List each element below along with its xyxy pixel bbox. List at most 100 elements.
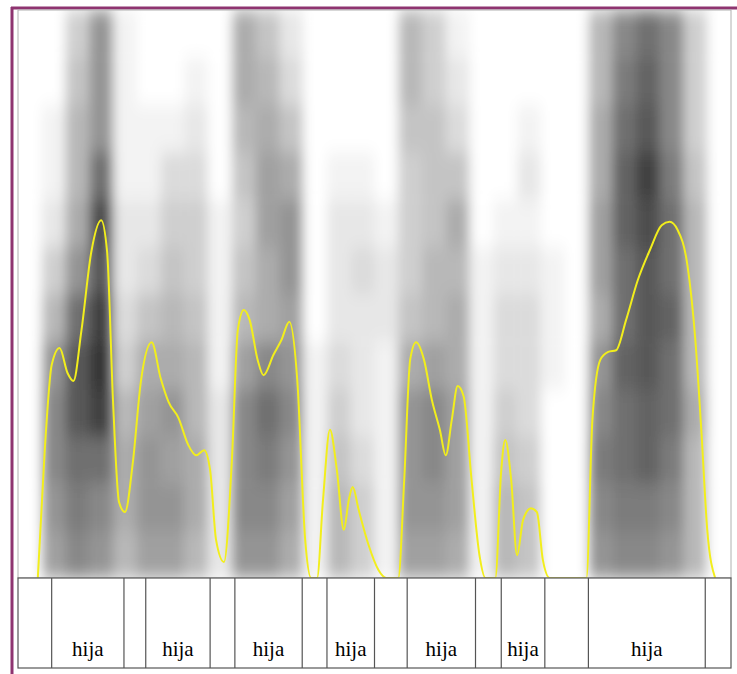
tier-label: hija	[72, 637, 104, 661]
spectrogram-cell	[184, 294, 208, 342]
spectrogram-cell	[66, 389, 90, 437]
tier-boundary	[588, 578, 589, 668]
spectrogram-cell	[446, 10, 470, 58]
plot-frame	[18, 10, 731, 578]
spectrogram-cell	[660, 247, 684, 295]
tier-boundary	[326, 578, 327, 668]
spectrogram-cell	[565, 199, 589, 247]
spectrogram-cell	[493, 247, 517, 295]
spectrogram-cell	[493, 152, 517, 200]
spectrogram-cell	[66, 152, 90, 200]
spectrogram-cell	[303, 294, 327, 342]
spectrogram-cell	[137, 57, 161, 105]
spectrogram-cell	[184, 57, 208, 105]
spectrogram-cell	[636, 294, 660, 342]
spectrogram-cell	[660, 341, 684, 389]
spectrogram-cell	[398, 199, 422, 247]
spectrogram-cell	[208, 247, 232, 295]
spectrogram-cell	[517, 199, 541, 247]
spectrogram-cell	[588, 57, 612, 105]
spectrogram-cell	[113, 483, 137, 531]
spectrogram-cell	[398, 105, 422, 153]
spectrogram-cell	[588, 152, 612, 200]
spectrogram-cell	[541, 105, 565, 153]
spectrogram-cell	[398, 436, 422, 484]
tier-boundary	[51, 578, 52, 668]
spectrogram-cell	[18, 152, 42, 200]
spectrogram-cell	[422, 105, 446, 153]
spectrogram-cell	[327, 152, 351, 200]
spectrogram-cell	[66, 531, 90, 578]
spectrogram-cell	[517, 483, 541, 531]
spectrogram-cell	[683, 105, 707, 153]
spectrogram-cell	[588, 341, 612, 389]
spectrogram-cell	[493, 436, 517, 484]
spectrogram-cell	[470, 389, 494, 437]
spectrogram-cell	[565, 531, 589, 578]
spectrogram-cell	[683, 247, 707, 295]
spectrogram-cell	[683, 389, 707, 437]
window-border	[11, 7, 14, 674]
spectrogram-cell	[161, 105, 185, 153]
spectrogram-cell	[683, 57, 707, 105]
spectrogram-cell	[161, 483, 185, 531]
spectrogram-cell	[612, 10, 636, 58]
tier-boundary	[475, 578, 476, 668]
spectrogram-cell	[636, 105, 660, 153]
spectrogram-cell	[588, 247, 612, 295]
spectrogram-cell	[493, 294, 517, 342]
spectrogram-cell	[161, 57, 185, 105]
spectrogram-cell	[493, 341, 517, 389]
tier-boundary	[302, 578, 303, 668]
spectrogram-cell	[612, 247, 636, 295]
spectrogram-cell	[66, 105, 90, 153]
spectrogram-cell	[113, 10, 137, 58]
spectrogram-cell	[612, 389, 636, 437]
spectrogram-cell	[612, 483, 636, 531]
spectrogram-cell	[493, 10, 517, 58]
spectrogram-cell	[422, 57, 446, 105]
spectrogram-cell	[707, 105, 731, 153]
spectrogram-cell	[541, 436, 565, 484]
spectrogram-cell	[137, 105, 161, 153]
spectrogram-cell	[636, 57, 660, 105]
spectrogram-cell	[66, 436, 90, 484]
spectrogram-cell	[42, 247, 66, 295]
spectrogram-cell	[517, 152, 541, 200]
spectrogram-cell	[375, 294, 399, 342]
spectrogram-cell	[541, 10, 565, 58]
spectrogram-cell	[636, 152, 660, 200]
window-border	[11, 7, 737, 10]
spectrogram-cell	[660, 105, 684, 153]
spectrogram-cell	[89, 341, 113, 389]
tier-boundary	[501, 578, 502, 668]
spectrogram-cell	[303, 247, 327, 295]
spectrogram-cell	[541, 247, 565, 295]
tier-label: hija	[253, 637, 285, 661]
spectrogram-cell	[279, 152, 303, 200]
spectrogram-cell	[256, 199, 280, 247]
spectrogram-cell	[612, 341, 636, 389]
plot-area	[18, 10, 731, 578]
tier-label: hija	[631, 637, 663, 661]
spectrogram-cell	[422, 483, 446, 531]
spectrogram-cell	[565, 294, 589, 342]
spectrogram-cell	[707, 436, 731, 484]
spectrogram-cell	[517, 10, 541, 58]
spectrogram-cell	[541, 389, 565, 437]
spectrogram-cell	[565, 105, 589, 153]
spectrogram-cell	[660, 531, 684, 578]
spectrogram-cell	[161, 389, 185, 437]
spectrogram-cell	[327, 10, 351, 58]
spectrogram-cell	[470, 57, 494, 105]
spectrogram-cell	[184, 10, 208, 58]
tier-boundary	[407, 578, 408, 668]
tier-boundary	[234, 578, 235, 668]
spectrogram-cell	[232, 531, 256, 578]
spectrogram-cell	[42, 341, 66, 389]
spectrogram-cell	[612, 436, 636, 484]
spectrogram-cell	[541, 483, 565, 531]
spectrogram-cell	[18, 199, 42, 247]
spectrogram-cell	[42, 57, 66, 105]
spectrogram-cell	[422, 531, 446, 578]
